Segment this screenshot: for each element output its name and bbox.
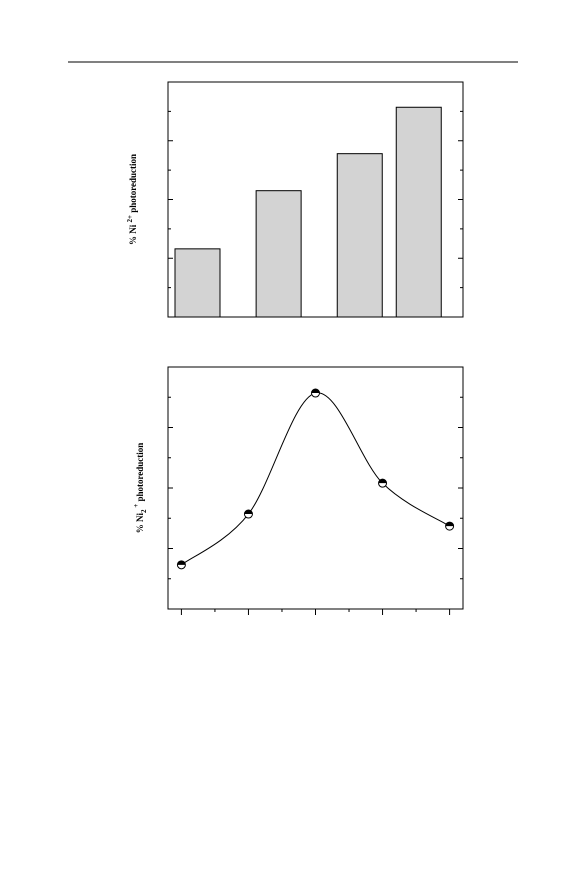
y-axis-label: % Ni 2+ photoreduction [126, 154, 138, 245]
marker [176, 560, 186, 570]
y-axis-label: % Ni2 + photoreduction [132, 443, 148, 534]
bar [174, 248, 221, 318]
marker [243, 509, 253, 519]
marker-half [445, 522, 454, 527]
chart: % Ni2 + photoreduction [132, 366, 464, 615]
y-axis-label-part: + [132, 504, 140, 510]
y-axis-label-part: 2+ [126, 215, 134, 223]
marker [311, 388, 320, 398]
y-axis-label-part: % Ni [128, 223, 138, 246]
bar [395, 106, 442, 318]
y-axis-label-part: photoreduction [135, 443, 145, 504]
y-axis-label-part: 2 [140, 509, 148, 513]
plot-frame [167, 366, 464, 610]
marker-half [177, 560, 186, 565]
line [181, 392, 450, 566]
bar [255, 190, 302, 318]
marker-half [244, 510, 253, 515]
bar [336, 153, 383, 318]
y-axis-label-part: % Ni [135, 513, 145, 534]
marker [378, 478, 388, 488]
y-axis-label-part: photoreduction [128, 154, 138, 215]
marker [445, 521, 455, 531]
marker-half [378, 479, 387, 484]
chart: % Ni 2+ photoreduction [126, 81, 464, 318]
marker-half [311, 389, 320, 394]
